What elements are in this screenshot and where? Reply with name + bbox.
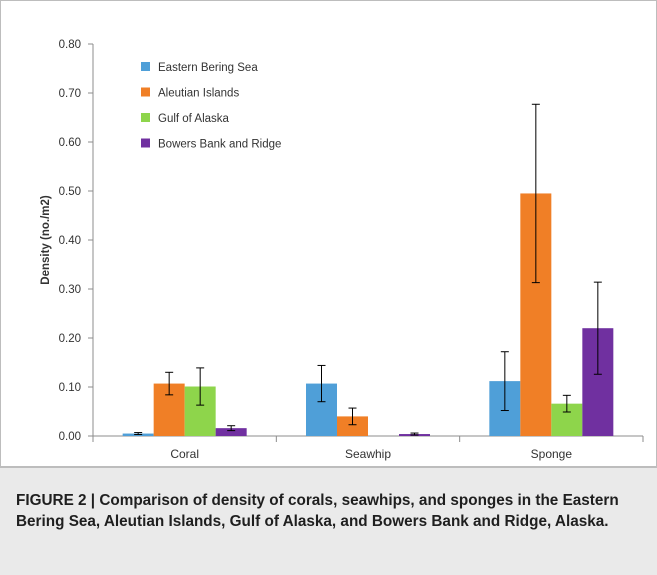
figure-caption: FIGURE 2 | Comparison of density of cora… [16,492,619,530]
y-tick-label: 0.80 [59,39,81,51]
legend-swatch [141,138,150,148]
legend-swatch [141,87,150,97]
y-tick-label: 0.20 [59,333,81,345]
caption-divider [0,467,657,468]
legend-label: Aleutian Islands [158,88,239,100]
y-tick-label: 0.70 [59,88,81,100]
legend-swatch [141,113,150,122]
y-tick-label: 0.40 [59,235,81,247]
y-tick-label: 0.60 [59,137,81,149]
x-tick-label: Seawhip [345,447,391,461]
legend-swatch [141,62,150,71]
y-tick-label: 0.30 [59,284,81,296]
legend-label: Gulf of Alaska [158,113,230,125]
bar [215,428,247,436]
legend-label: Eastern Bering Sea [158,62,258,74]
legend-label: Bowers Bank and Ridge [158,139,281,151]
caption-panel: FIGURE 2 | Comparison of density of cora… [0,467,657,575]
plot-area: 0.00 0.10 0.20 0.30 0.40 0.50 0.60 0.70 0.80 Dens… [0,0,657,467]
x-tick-label: Sponge [531,447,573,461]
y-axis-label: Density (no./m2) [40,195,52,285]
bar [337,416,368,436]
y-tick-label: 0.50 [59,186,81,198]
y-tick-label: 0.00 [59,431,81,443]
x-tick-label: Coral [170,447,199,461]
y-tick-label: 0.10 [59,382,81,394]
bar-chart: 0.00 0.10 0.20 0.30 0.40 0.50 0.60 0.70 0.80 Dens… [40,39,644,461]
